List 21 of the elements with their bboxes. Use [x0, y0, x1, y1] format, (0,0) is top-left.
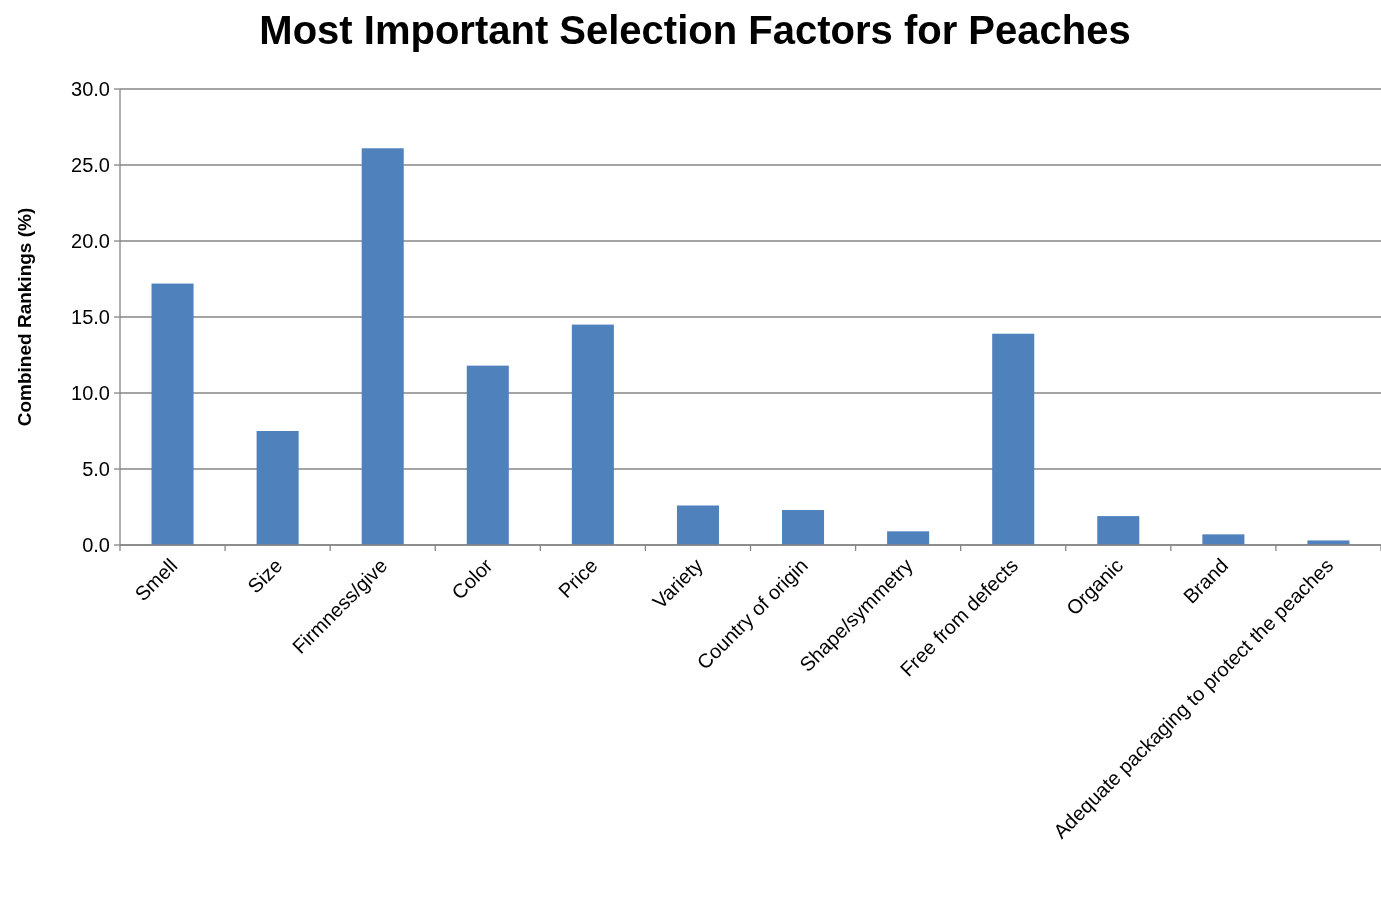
y-tick-label: 0.0	[82, 534, 110, 556]
bar	[1097, 516, 1140, 545]
y-tick-label: 20.0	[71, 230, 110, 252]
bar	[361, 148, 404, 545]
y-tick-label: 15.0	[71, 306, 110, 328]
bar	[256, 431, 299, 545]
bar	[151, 283, 194, 545]
bar	[676, 505, 719, 545]
bar	[466, 365, 509, 545]
y-tick-label: 30.0	[71, 78, 110, 100]
bar	[571, 324, 614, 545]
y-tick-label: 10.0	[71, 382, 110, 404]
bar	[992, 333, 1035, 545]
chart-title: Most Important Selection Factors for Peaches	[259, 8, 1131, 52]
x-tick-label: Size	[243, 554, 287, 598]
bar	[887, 531, 930, 545]
bar	[782, 510, 825, 545]
bar	[1202, 534, 1245, 545]
y-axis-title: Combined Rankings (%)	[14, 207, 35, 427]
y-tick-label: 5.0	[82, 458, 110, 480]
y-tick-label: 25.0	[71, 154, 110, 176]
